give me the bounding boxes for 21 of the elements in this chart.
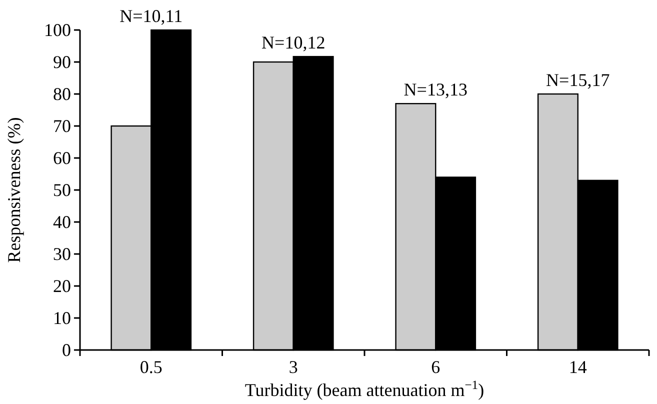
annotation: N=13,13 — [404, 80, 468, 100]
x-tick-label: 3 — [288, 356, 298, 377]
y-tick-label: 0 — [62, 340, 71, 360]
y-tick-label: 10 — [53, 308, 71, 328]
y-tick-label: 90 — [53, 52, 71, 72]
y-axis-title: Responsiveness (%) — [4, 117, 24, 263]
y-tick-label: 30 — [53, 244, 71, 264]
x-tick-label: 0.5 — [140, 356, 162, 377]
y-tick-label: 100 — [44, 20, 71, 40]
y-tick-label: 60 — [53, 148, 71, 168]
annotation: N=10,12 — [262, 32, 326, 53]
x-axis-title: Turbidity (beam attenuation m$^{−1}$) — [244, 378, 484, 400]
y-tick-label: 40 — [53, 212, 71, 232]
x-tick-label: 14 — [568, 356, 587, 377]
x-tick-label: 6 — [431, 356, 440, 377]
y-tick-label: 70 — [53, 116, 71, 136]
y-tick-label: 50 — [53, 180, 71, 200]
annotation: N=10,11 — [120, 6, 183, 26]
y-tick-label: 80 — [53, 84, 71, 104]
y-tick-label: 20 — [53, 276, 71, 296]
annotation: N=15,17 — [546, 70, 610, 90]
